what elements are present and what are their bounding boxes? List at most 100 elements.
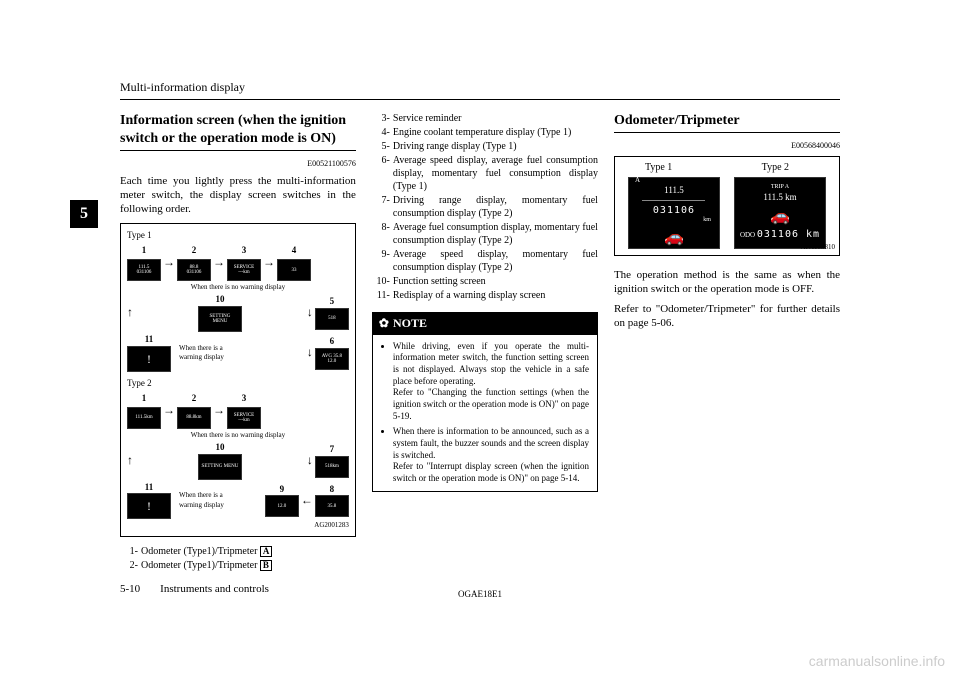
manual-page: Multi-information display 5 Information …: [120, 0, 840, 595]
box-a: A: [260, 546, 273, 557]
page-tab: 5: [70, 200, 98, 228]
screen-t2-7: 518km: [315, 456, 349, 478]
odometer-display-box: Type 1 Type 2 A 111.5 031106 km 🚗 TRIP A…: [614, 156, 840, 256]
legend-item-1: 1- Odometer (Type1)/Tripmeter A: [120, 545, 356, 558]
no-warning-note-2: When there is no warning display: [127, 431, 349, 440]
screen-1: 111.5031106: [127, 259, 161, 281]
type1-top-row: 1111.5031106 → 288.8031106 → 3SERVICE---…: [127, 245, 349, 281]
column-2: 3-Service reminder 4-Engine coolant temp…: [372, 112, 598, 573]
type1-screen: A 111.5 031106 km 🚗: [628, 177, 720, 249]
list-item: 7-Driving range display, momentary fuel …: [372, 194, 598, 220]
car-icon: 🚗: [664, 228, 684, 249]
arrow-up-icon: ↑: [127, 305, 133, 321]
page-number: 5-10: [120, 583, 140, 595]
intro-paragraph: Each time you lightly press the multi-in…: [120, 174, 356, 217]
running-header: Multi-information display: [120, 80, 840, 100]
box-b: B: [260, 560, 272, 571]
list-item: 9-Average speed display, momentary fuel …: [372, 248, 598, 274]
arrow-right-icon: →: [213, 403, 225, 419]
note-item: While driving, even if you operate the m…: [393, 341, 589, 423]
image-code: AFA108810: [801, 243, 835, 252]
list-item: 11-Redisplay of a warning display screen: [372, 289, 598, 302]
list-item: 10-Function setting screen: [372, 275, 598, 288]
document-code: OGAE18E1: [458, 589, 502, 599]
screen-3: SERVICE---km: [227, 259, 261, 281]
trip-value: 111.5 km: [763, 192, 796, 204]
unit-label: km: [703, 217, 711, 225]
list-item: 4-Engine coolant temperature display (Ty…: [372, 126, 598, 139]
arrow-left-icon: ←: [301, 493, 313, 509]
arrow-right-icon: →: [163, 403, 175, 419]
content-columns: Information screen (when the ignition sw…: [120, 112, 840, 573]
trip-value: 111.5: [664, 185, 684, 197]
legend-item-2: 2- Odometer (Type1)/Tripmeter B: [120, 559, 356, 572]
screen-t2-8: 35.8: [315, 495, 349, 517]
screen-4: 33: [277, 259, 311, 281]
trip-label: TRIP A: [771, 184, 789, 192]
odo-value: 031106 km: [757, 229, 820, 240]
type2-screen: TRIP A 111.5 km 🚗 ODO 031106 km: [734, 177, 826, 249]
arrow-down-icon: ↓: [307, 305, 313, 321]
screen-t2-3: SERVICE---km: [227, 407, 261, 429]
paragraph: The operation method is the same as when…: [614, 268, 840, 297]
odo-value: 031106: [653, 204, 695, 217]
type1-label: Type 1: [645, 161, 672, 174]
screen-5: 518: [315, 308, 349, 330]
arrow-down-icon: ↓: [307, 345, 313, 361]
column-1: Information screen (when the ignition sw…: [120, 112, 356, 573]
chapter-number-tab: 5: [70, 200, 98, 228]
screen-t2-9: 12.0: [265, 495, 299, 517]
arrow-up-icon: ↑: [127, 453, 133, 469]
arrow-down-icon: ↓: [307, 453, 313, 469]
trip-a-icon: A: [635, 176, 640, 185]
section-name: Multi-information display: [120, 80, 245, 94]
arrow-right-icon: →: [213, 255, 225, 271]
list-item: 5-Driving range display (Type 1): [372, 140, 598, 153]
watermark: carmanualsonline.info: [809, 653, 945, 669]
car-icon: 🚗: [770, 207, 790, 228]
screen-t2-10: SETTING MENU: [198, 454, 242, 480]
type2-label: Type 2: [762, 161, 789, 174]
list-item: 3-Service reminder: [372, 112, 598, 125]
note-header: ✿ NOTE: [373, 313, 597, 335]
type1-bot-row: 11! When there is a warning display ↓ 6A…: [127, 334, 349, 372]
list-item: 8-Average fuel consumption display, mome…: [372, 221, 598, 247]
type1-label: Type 1: [127, 230, 349, 242]
has-warning-note: When there is a warning display: [179, 344, 224, 362]
has-warning-note-2: When there is a warning display: [179, 491, 224, 509]
type2-mid-row: ↑ 10SETTING MENU ↓ 7518km: [127, 442, 349, 480]
no-warning-note: When there is no warning display: [127, 283, 349, 292]
type2-top-row: 1111.5km → 288.8km → 3SERVICE---km: [127, 393, 349, 429]
note-box: ✿ NOTE While driving, even if you operat…: [372, 312, 598, 492]
display-list: 3-Service reminder 4-Engine coolant temp…: [372, 112, 598, 302]
leaf-icon: ✿: [379, 316, 389, 332]
note-item: When there is information to be announce…: [393, 426, 589, 484]
screen-t2-1: 111.5km: [127, 407, 161, 429]
flow-diagram: Type 1 1111.5031106 → 288.8031106 → 3SER…: [120, 223, 356, 538]
type2-bot-row: 11! When there is a warning display 912.…: [127, 482, 349, 520]
note-list: While driving, even if you operate the m…: [381, 341, 589, 485]
paragraph: Refer to "Odometer/Tripmeter" for furthe…: [614, 302, 840, 331]
section-title: Information screen (when the ignition sw…: [120, 112, 356, 151]
type1-mid-row: ↑ 10SETTINGMENU ↓ 5518: [127, 294, 349, 332]
screen-6: AVG 35.812.0: [315, 348, 349, 370]
screen-11: !: [127, 346, 171, 372]
screen-t2-11: !: [127, 493, 171, 519]
odo-label: ODO: [740, 231, 755, 239]
column-3: Odometer/Tripmeter E00568400046 Type 1 T…: [614, 112, 840, 573]
legend-list: 1- Odometer (Type1)/Tripmeter A 2- Odome…: [120, 545, 356, 572]
divider-line: [642, 200, 705, 201]
diagram-code: AG2001283: [127, 521, 349, 530]
note-title: NOTE: [393, 316, 427, 332]
chapter-name: Instruments and controls: [160, 583, 269, 595]
list-item: 6-Average speed display, average fuel co…: [372, 154, 598, 193]
screen-10: SETTINGMENU: [198, 306, 242, 332]
page-footer: 5-10 Instruments and controls OGAE18E1: [120, 583, 840, 595]
reference-code: E00521100576: [120, 159, 356, 169]
type2-label: Type 2: [127, 378, 349, 390]
screen-t2-2: 88.8km: [177, 407, 211, 429]
arrow-right-icon: →: [163, 255, 175, 271]
section-title: Odometer/Tripmeter: [614, 112, 840, 133]
reference-code: E00568400046: [614, 141, 840, 151]
screen-2: 88.8031106: [177, 259, 211, 281]
